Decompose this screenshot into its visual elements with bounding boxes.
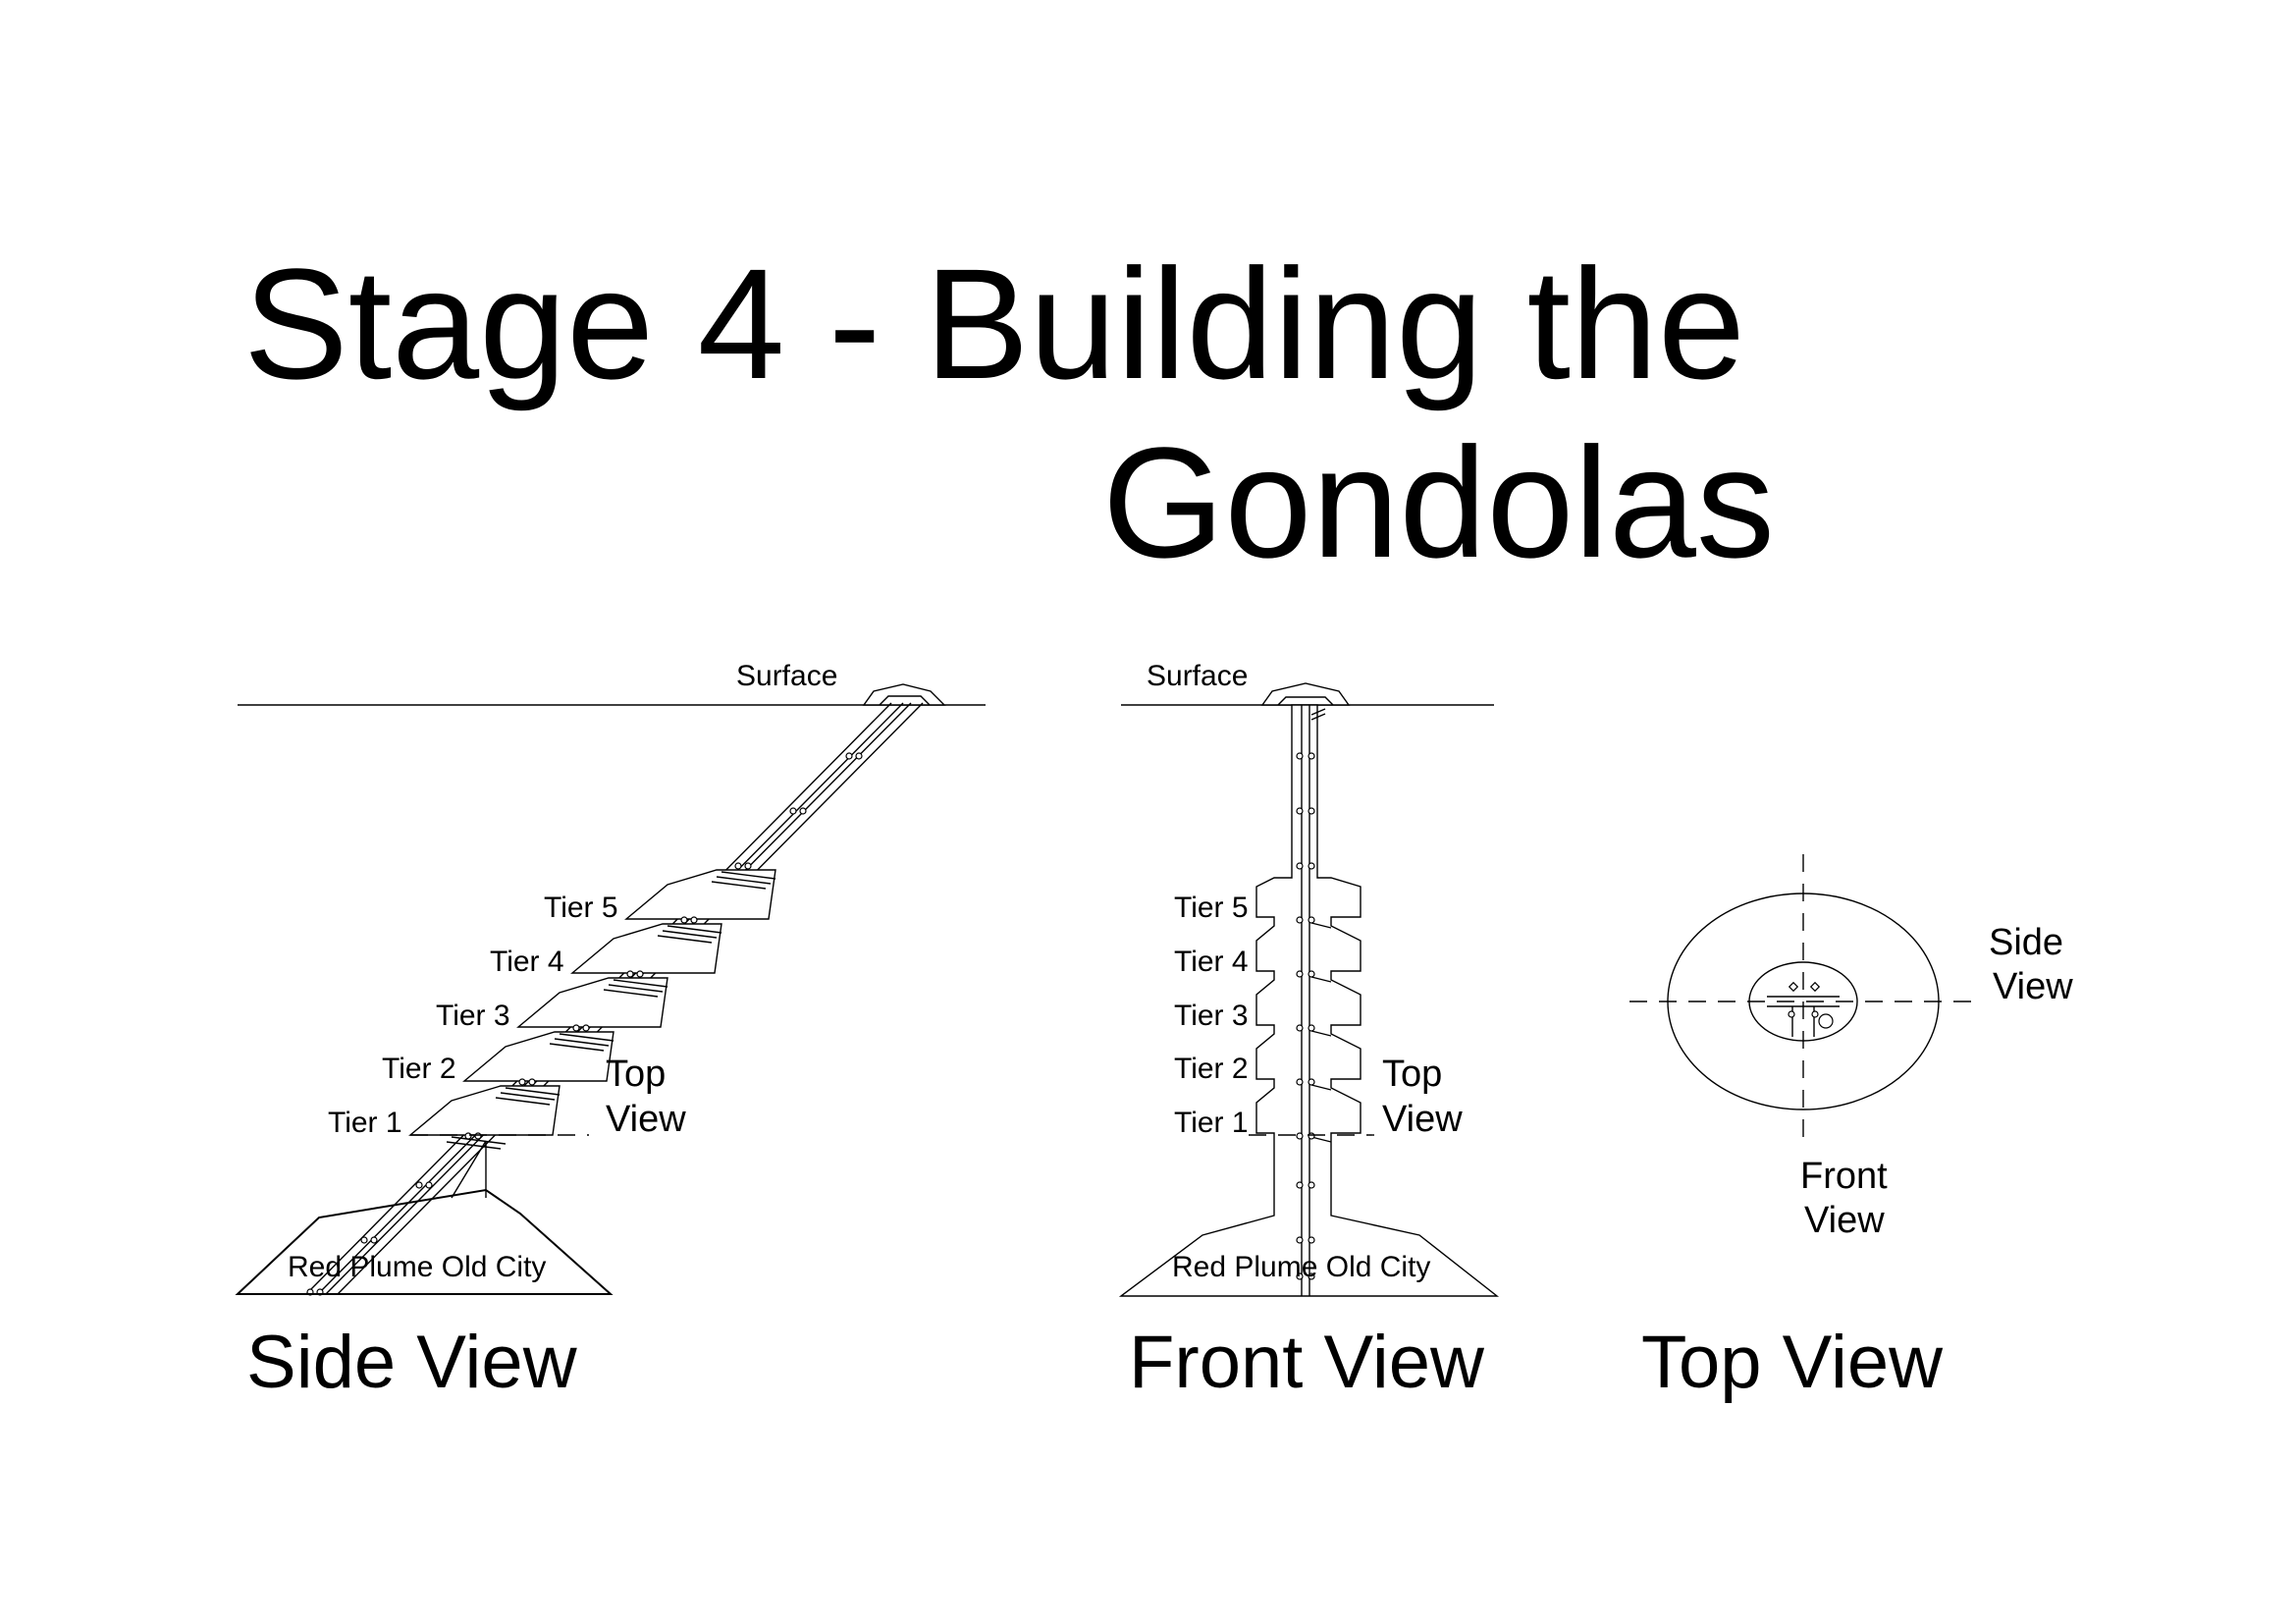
side-surface-dome: [862, 683, 946, 706]
side-view: Surface Tier 5 Tier 4 Tier 3 Tier 2 Tier…: [235, 660, 986, 1404]
side-tier-1-label: Tier 1: [328, 1107, 402, 1139]
top-marker-left: [1788, 981, 1799, 993]
top-front-view-label-2: View: [1804, 1200, 1885, 1241]
top-marker-right: [1809, 981, 1821, 993]
top-hub-circle: [1818, 1013, 1834, 1029]
front-base-label: Red Plume Old City: [1172, 1251, 1430, 1283]
top-view-caption: Top View: [1641, 1321, 1944, 1404]
front-gondola-wheels: [1296, 752, 1315, 1280]
side-surface-label: Surface: [736, 660, 837, 692]
side-support-strut: [451, 1140, 487, 1199]
front-view-caption: Front View: [1129, 1321, 1485, 1404]
front-surface-dome-inner: [1277, 696, 1334, 706]
front-surface-dome: [1260, 682, 1351, 706]
front-top-view-label-1: Top: [1382, 1054, 1442, 1095]
front-tier-5-label: Tier 5: [1174, 892, 1249, 924]
side-tier-4-label: Tier 4: [490, 946, 564, 978]
front-tier-2-label: Tier 2: [1174, 1053, 1249, 1085]
top-front-view-label-1: Front: [1800, 1156, 1888, 1197]
side-tier-5-platform: [624, 869, 776, 920]
side-tier-5-label: Tier 5: [544, 892, 618, 924]
side-top-view-label-2: View: [606, 1099, 686, 1140]
side-view-caption: Side View: [246, 1321, 578, 1404]
title-line-2: Gondolas: [1102, 414, 1775, 590]
front-view: Surface Tier 5 Tier 4 Tier 3 Tier 2 Tier…: [1118, 660, 1500, 1404]
front-tier-3-label: Tier 3: [1174, 1000, 1249, 1032]
top-wheel-right: [1811, 1010, 1819, 1018]
front-track-details: [1310, 708, 1332, 1143]
side-tier-3-label: Tier 3: [436, 1000, 510, 1032]
side-tier-1-platform: [408, 1085, 561, 1136]
side-tier-3-platform: [516, 977, 668, 1028]
top-cross-track: [1767, 996, 1840, 1007]
top-wheel-left: [1788, 1010, 1795, 1018]
top-view: Side View Front View Top View: [1629, 854, 2073, 1404]
front-tier-4-label: Tier 4: [1174, 946, 1249, 978]
side-surface-dome-inner: [879, 695, 931, 706]
side-tier-2-platform: [462, 1031, 614, 1082]
side-tier-2-label: Tier 2: [382, 1053, 456, 1085]
side-base-mound: [235, 1188, 614, 1295]
front-surface-label: Surface: [1147, 660, 1248, 692]
front-top-view-label-2: View: [1382, 1099, 1463, 1140]
side-tier-4-platform: [570, 923, 722, 974]
side-top-view-label-1: Top: [606, 1054, 666, 1095]
side-base-label: Red Plume Old City: [288, 1251, 546, 1283]
title-line-1: Stage 4 - Building the: [243, 236, 1745, 411]
side-track-hatches: [446, 871, 776, 1150]
top-side-view-label-2: View: [1993, 966, 2073, 1007]
front-tier-1-label: Tier 1: [1174, 1107, 1249, 1139]
top-side-view-label-1: Side: [1989, 922, 2063, 963]
